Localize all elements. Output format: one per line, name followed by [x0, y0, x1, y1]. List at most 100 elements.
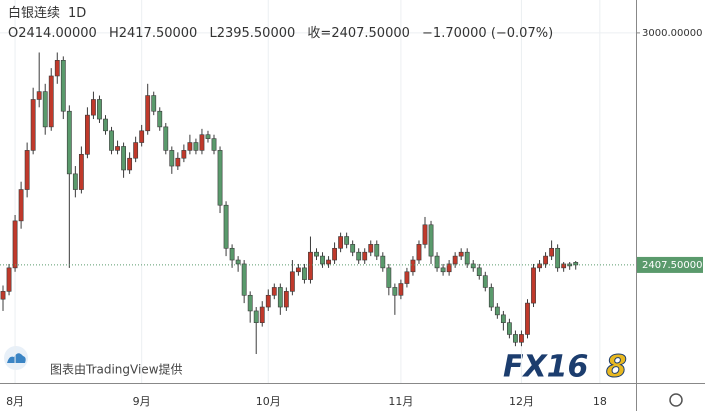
candle-body: [48, 75, 54, 128]
candle-body: [470, 263, 476, 269]
candle-body: [181, 150, 187, 159]
candle-body: [440, 267, 446, 273]
candle-body: [78, 153, 84, 190]
candle-body: [476, 267, 482, 276]
candle-body: [187, 142, 193, 151]
candle-body: [573, 262, 579, 266]
candle-body: [410, 259, 416, 273]
candle-body: [555, 247, 561, 269]
candle-body: [398, 283, 404, 296]
candle-body: [115, 146, 120, 151]
candle-body: [66, 110, 72, 175]
candle-body: [531, 267, 536, 304]
candle-body: [103, 118, 108, 132]
candle-body: [537, 263, 542, 269]
candle-body: [488, 287, 494, 308]
candle-body: [0, 291, 6, 300]
candle-body: [295, 267, 301, 273]
settings-icon[interactable]: [669, 393, 683, 407]
candle-body: [344, 236, 350, 245]
candle-body: [434, 255, 440, 269]
candle-body: [127, 157, 133, 171]
candle-body: [175, 157, 181, 167]
x-tick-label: 11月: [388, 395, 413, 408]
x-tick-label: 8月: [6, 395, 24, 408]
candle-body: [157, 110, 163, 128]
last-price-label: 2407.50000: [642, 260, 702, 271]
candle-body: [446, 263, 452, 273]
candle-body: [494, 306, 500, 316]
legend-open: O2414.00000: [8, 26, 97, 41]
candle-body: [320, 255, 325, 265]
candle-body: [235, 259, 241, 265]
legend-high: H2417.50000: [108, 26, 198, 41]
watermark: 图表由TradingView提供: [50, 362, 183, 377]
candle-body: [482, 275, 488, 288]
last-price-box: [637, 256, 703, 273]
candle-body: [543, 255, 548, 265]
candle-body: [519, 334, 524, 343]
candle-body: [6, 267, 12, 292]
candle-body: [169, 150, 175, 167]
x-tick-label: 18: [593, 395, 607, 408]
logo-text: FX16: [503, 350, 588, 385]
candle-body: [506, 322, 512, 335]
header-row-2: O2414.00000 H2417.50000 L2395.50000 收=24…: [8, 24, 561, 44]
symbol-title: 白银连续: [8, 6, 61, 21]
candle-body: [356, 251, 362, 261]
candle-body: [72, 173, 78, 190]
candle-body: [247, 294, 253, 312]
candle-body: [314, 251, 319, 257]
candle-body: [223, 204, 229, 249]
settings-circle[interactable]: [669, 393, 683, 407]
candle-body: [326, 259, 331, 265]
candle-body: [302, 267, 307, 280]
candle-body: [289, 271, 295, 292]
candle-body: [205, 134, 211, 139]
candle-body: [54, 60, 60, 77]
candle-body: [332, 247, 337, 261]
fx168-logo: FX16 8: [503, 349, 627, 385]
candle-body: [368, 244, 374, 253]
legend-change: −1.70000 (−0.07%): [422, 26, 554, 41]
candle-body: [163, 126, 169, 151]
candle-body: [241, 263, 247, 296]
candle-body: [259, 306, 265, 323]
candle-body: [145, 95, 151, 132]
candle-body: [428, 224, 434, 257]
candle-body: [271, 287, 277, 296]
candle-body: [91, 99, 96, 116]
candle-body: [193, 142, 199, 151]
candle-body: [549, 247, 555, 257]
tradingview-logo: [4, 346, 28, 370]
x-tick-label: 12月: [509, 395, 534, 408]
candle-body: [416, 244, 422, 261]
candle-body: [36, 91, 42, 100]
candle-body: [133, 142, 139, 159]
candle-body: [362, 251, 368, 261]
logo-accent: 8: [606, 350, 627, 385]
candle-body: [283, 291, 289, 308]
candle-body: [464, 251, 470, 265]
candle-body: [567, 263, 573, 267]
candle-body: [350, 244, 356, 253]
legend-close: 收=2407.50000: [307, 26, 410, 41]
candle-body: [561, 263, 567, 269]
candle-body: [85, 114, 90, 155]
candle-body: [404, 271, 410, 284]
candle-body: [211, 138, 217, 151]
candle-body: [139, 130, 145, 143]
candle-body: [97, 99, 102, 120]
candle-body: [338, 236, 344, 249]
y-tick-label: 3000.00000: [642, 28, 702, 39]
candle-body: [277, 287, 283, 308]
interval[interactable]: 1D: [68, 6, 87, 21]
candle-body: [12, 220, 18, 269]
candle-body: [380, 255, 386, 269]
candle-body: [253, 310, 259, 323]
candle-body: [229, 247, 235, 261]
candle-body: [151, 95, 157, 112]
candle-body: [30, 99, 36, 151]
candle-body: [109, 130, 114, 151]
